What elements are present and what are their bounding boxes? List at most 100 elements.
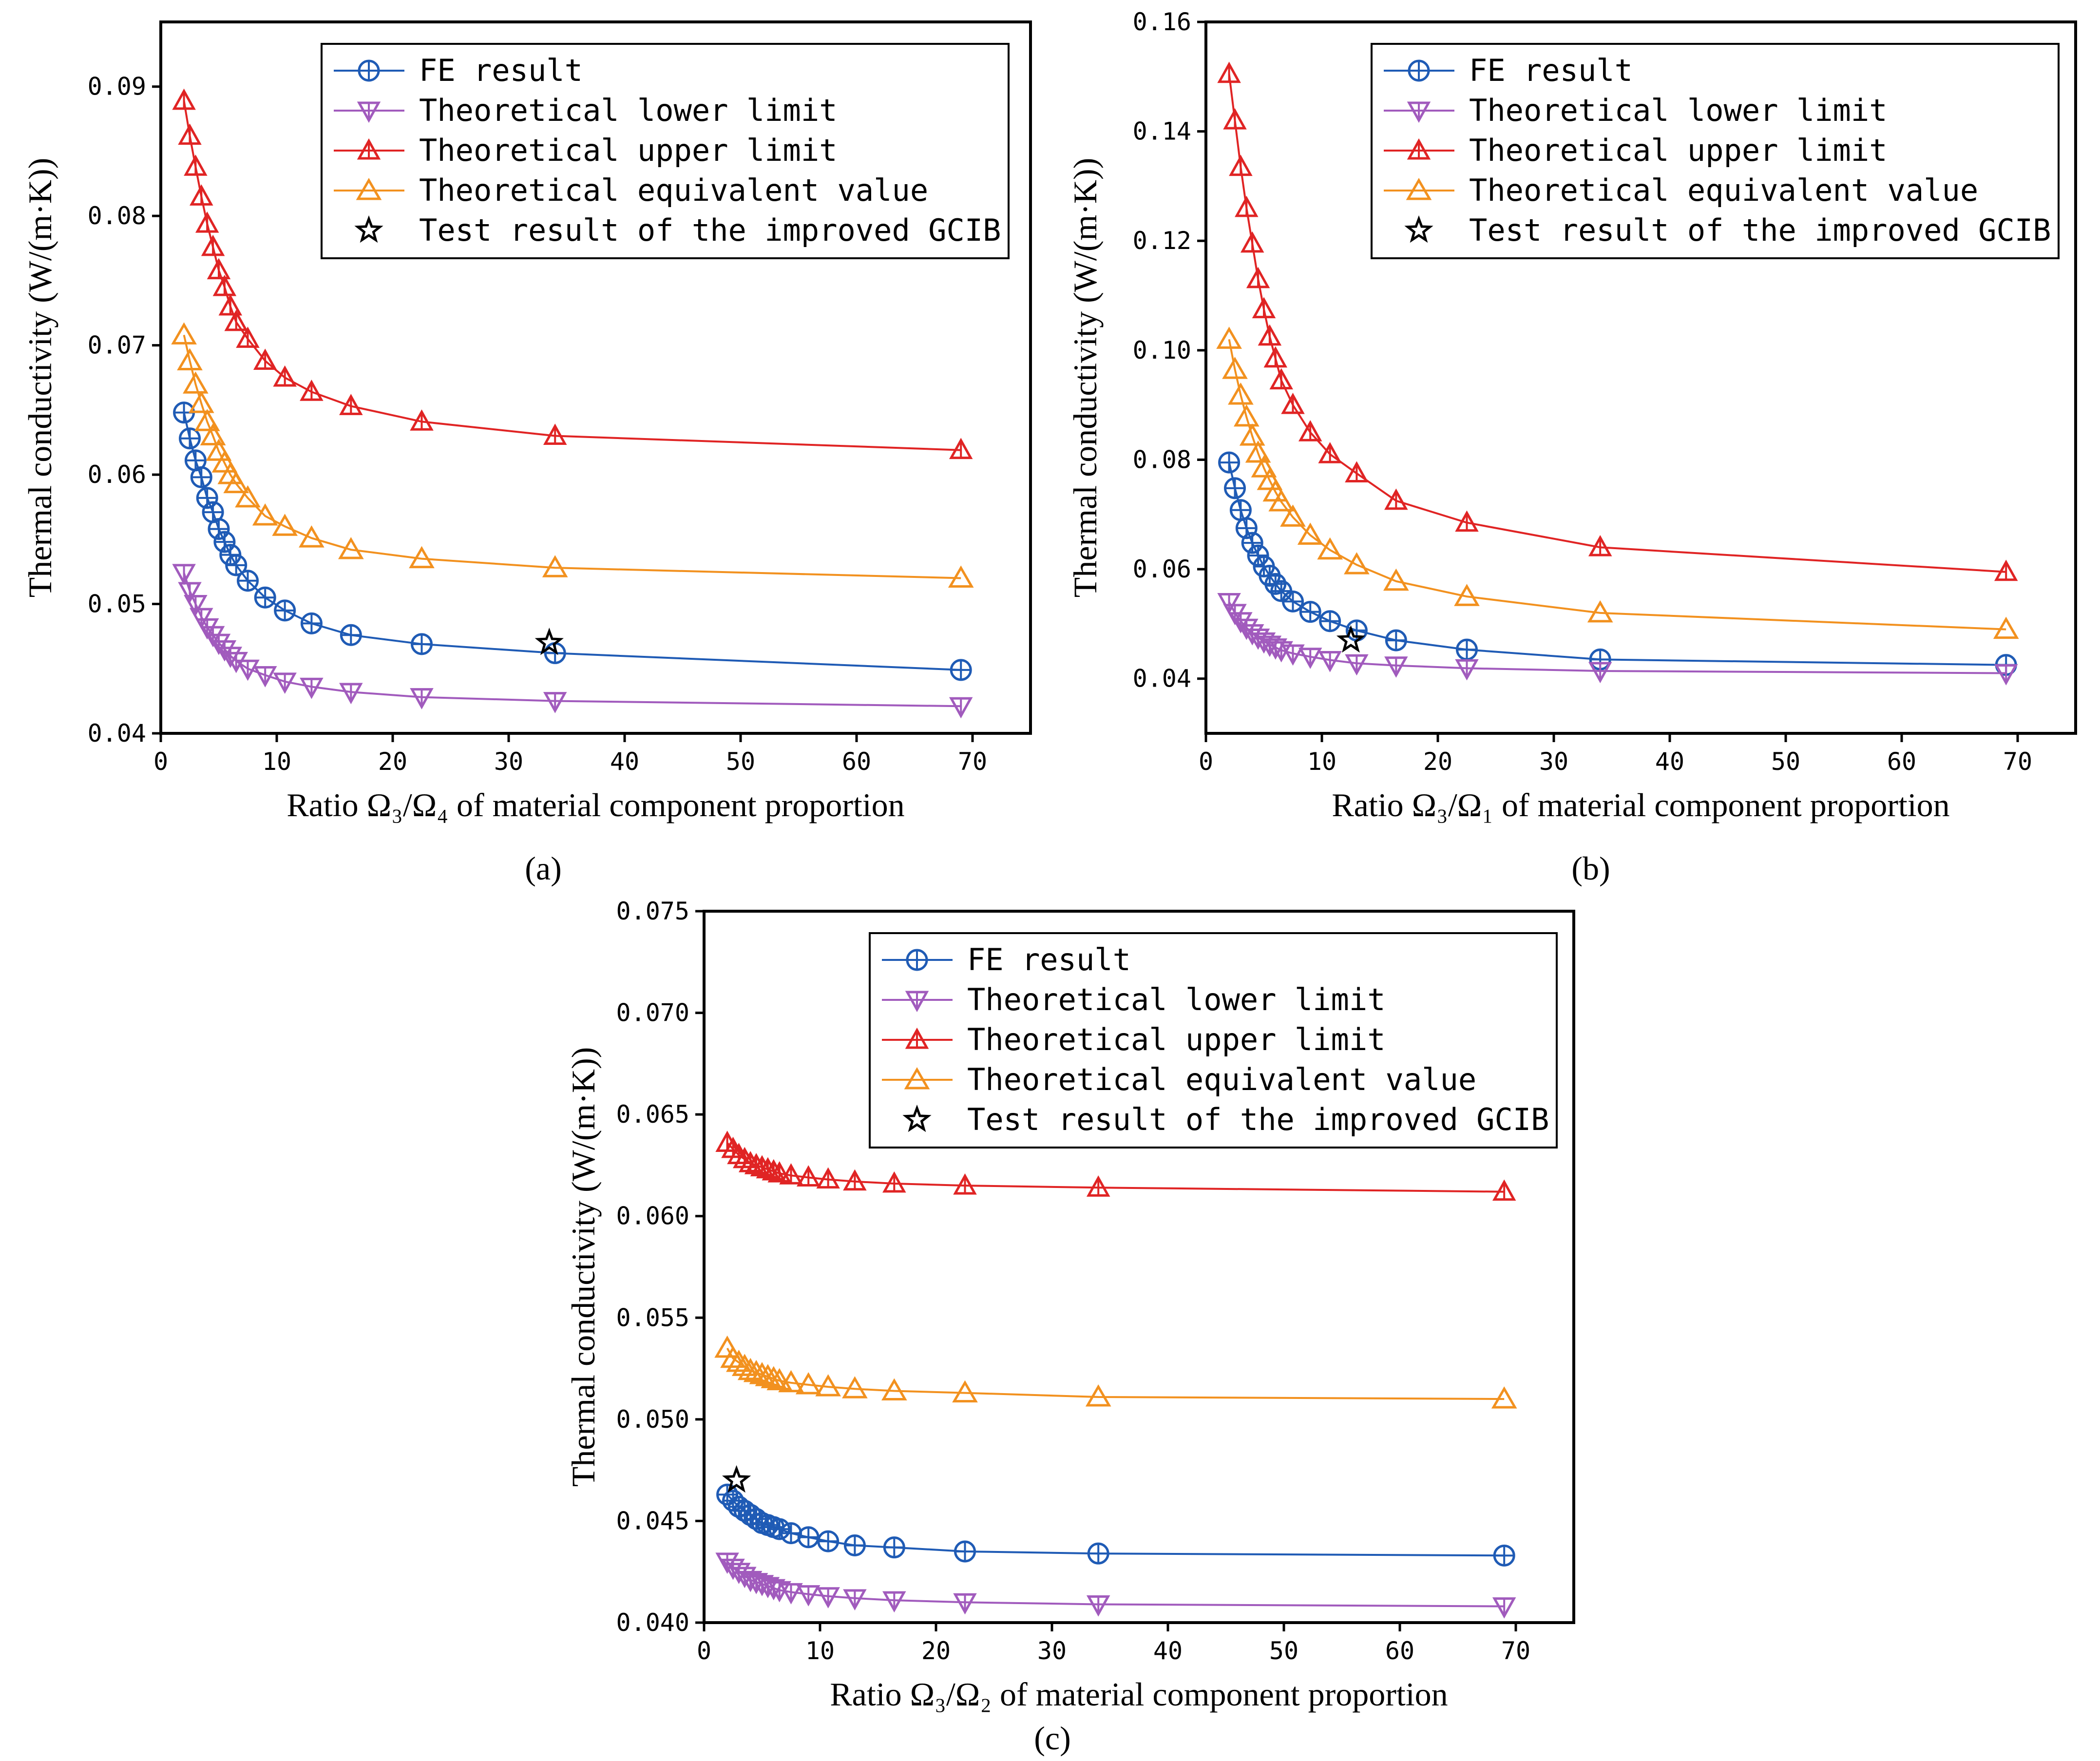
- legend-label: Test result of the improved GCIB: [967, 1102, 1549, 1137]
- series-test-result: [535, 628, 564, 655]
- legend-label: Theoretical lower limit: [1469, 93, 1888, 128]
- series-line: [1228, 462, 2006, 666]
- data-point: [201, 234, 225, 256]
- data-point: [542, 555, 568, 577]
- data-point: [183, 371, 209, 394]
- data-point: [177, 348, 203, 370]
- data-point: [953, 1593, 977, 1615]
- data-point: [1280, 504, 1306, 527]
- data-point: [1268, 489, 1295, 512]
- y-tick-label: 0.070: [616, 999, 689, 1027]
- series-line: [183, 334, 961, 579]
- x-tick-label: 40: [1153, 1637, 1183, 1665]
- data-point: [1282, 590, 1304, 613]
- chart-panel-c: 0 10 20 30 40 50 60 70 0.040 0.045 0.050 0.055 0.060…: [565, 897, 1575, 1757]
- data-point: [950, 659, 972, 681]
- x-tick-label: 70: [958, 747, 987, 776]
- y-tick-label: 0.07: [88, 331, 146, 360]
- data-point: [1455, 510, 1479, 532]
- data-point: [254, 586, 276, 609]
- data-point: [1336, 625, 1366, 653]
- data-point: [1218, 451, 1241, 474]
- data-point: [1269, 368, 1293, 390]
- legend-item-test-result: Test result of the improved GCIB: [902, 1102, 1549, 1137]
- legend-label: Test result of the improved GCIB: [419, 212, 1001, 248]
- data-point: [535, 628, 564, 655]
- data-point: [1454, 584, 1480, 606]
- x-tick-label: 60: [1887, 747, 1916, 776]
- legend-marker: [1404, 215, 1433, 243]
- data-point: [1587, 600, 1613, 623]
- legend: FE result Theoretical lower limit Theoreti…: [321, 43, 1010, 259]
- data-point: [1233, 404, 1260, 427]
- x-tick-label: 0: [153, 747, 168, 776]
- data-point: [1240, 231, 1264, 253]
- x-tick-label: 40: [610, 747, 639, 776]
- data-point: [1086, 1175, 1110, 1197]
- data-point: [178, 582, 202, 604]
- data-point: [795, 1372, 821, 1395]
- data-point: [194, 409, 220, 431]
- legend-item-FE-result: FE result: [882, 942, 1131, 977]
- data-point: [755, 1364, 781, 1386]
- y-tick-label: 0.055: [616, 1303, 689, 1332]
- series-line: [1228, 339, 2006, 631]
- series-upper-limit: [172, 88, 973, 459]
- x-tick-label: 0: [697, 1637, 711, 1665]
- y-tick-label: 0.060: [616, 1202, 689, 1230]
- data-point: [1246, 267, 1270, 288]
- legend-box: [869, 932, 1558, 1148]
- data-point: [949, 438, 973, 459]
- data-point: [1235, 195, 1259, 217]
- data-point: [1229, 499, 1252, 521]
- data-point: [190, 184, 213, 206]
- legend-item-upper-limit: Theoretical upper limit: [882, 1022, 1386, 1057]
- data-point: [195, 211, 219, 233]
- data-point: [882, 1171, 906, 1193]
- y-axis-title: Thermal conductivity (W/(m·K)): [565, 1047, 602, 1487]
- legend-marker: [357, 138, 381, 160]
- data-point: [1383, 568, 1409, 591]
- data-point: [1492, 1179, 1516, 1201]
- series-lower-limit: [1217, 593, 2018, 686]
- data-point: [1217, 61, 1241, 83]
- series-FE-result: [716, 1483, 1515, 1567]
- legend-label: Theoretical equivalent value: [967, 1062, 1476, 1097]
- legend-marker: [356, 178, 382, 200]
- panel-label: (b): [1571, 850, 1610, 887]
- data-point: [948, 565, 974, 588]
- legend-marker: [902, 1104, 932, 1132]
- data-point: [339, 683, 363, 705]
- data-point: [236, 659, 260, 681]
- data-point: [1297, 522, 1323, 545]
- x-axis-title: Ratio Ω₃/Ω₄ of material component propor…: [286, 786, 904, 823]
- data-point: [815, 1374, 841, 1397]
- legend-item-lower-limit: Theoretical lower limit: [882, 982, 1386, 1017]
- data-point: [172, 564, 196, 585]
- series-test-result: [722, 1465, 751, 1493]
- data-point: [1086, 1595, 1110, 1617]
- data-point: [767, 1161, 791, 1183]
- y-tick-label: 0.16: [1133, 8, 1191, 36]
- plot-frame: [159, 20, 1032, 735]
- data-point: [1455, 659, 1479, 681]
- legend-marker: [358, 59, 380, 82]
- data-point: [949, 697, 973, 719]
- legend-marker: [904, 1067, 930, 1090]
- y-axis-title: Thermal conductivity (W/(m·K)): [1067, 158, 1104, 598]
- y-tick-label: 0.06: [88, 460, 146, 489]
- data-point: [1281, 644, 1305, 666]
- data-point: [543, 692, 567, 713]
- legend-label: FE result: [967, 942, 1131, 977]
- data-point: [190, 608, 213, 630]
- data-point: [211, 450, 238, 473]
- legend-label: FE result: [1469, 53, 1633, 88]
- data-point: [179, 427, 201, 450]
- data-point: [236, 326, 260, 348]
- x-tick-label: 20: [378, 747, 407, 776]
- y-tick-label: 0.075: [616, 897, 689, 925]
- legend-marker: [357, 101, 381, 123]
- y-axis-title: Thermal conductivity (W/(m·K)): [21, 158, 58, 598]
- data-point: [253, 348, 277, 370]
- series-equivalent-value: [714, 1335, 1517, 1409]
